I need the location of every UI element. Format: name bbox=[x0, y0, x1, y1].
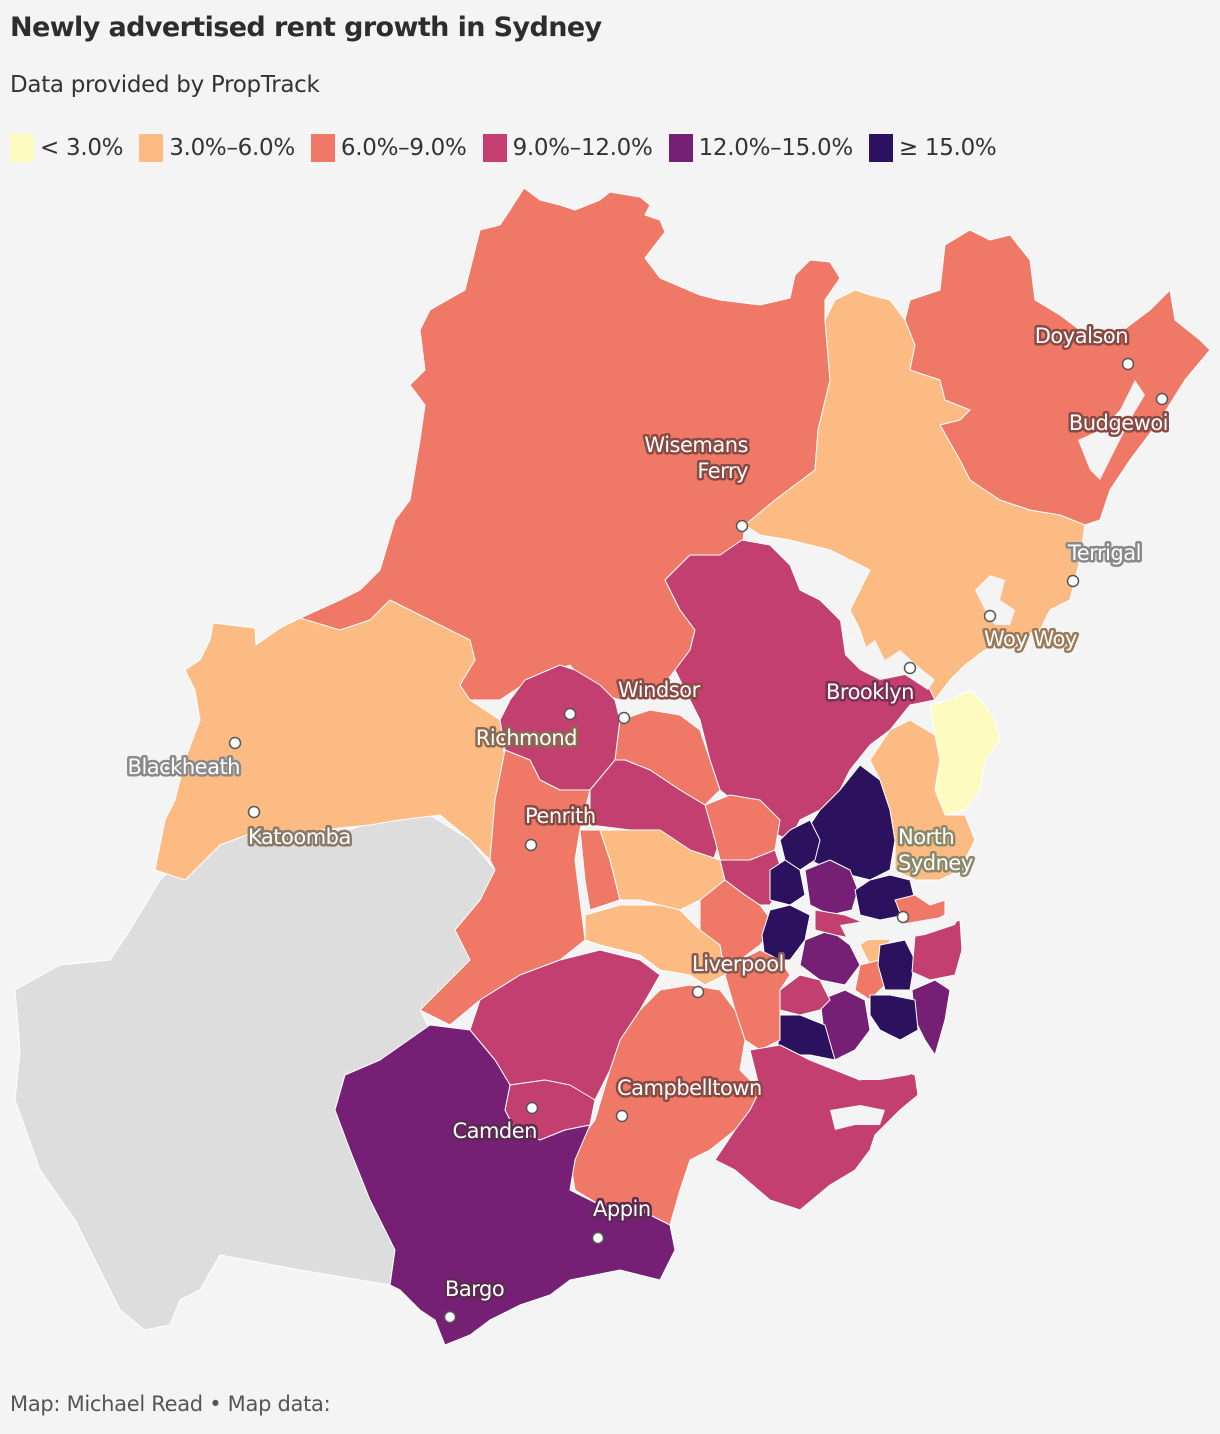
city-label: Terrigal bbox=[1067, 541, 1141, 565]
city-dot bbox=[896, 910, 910, 924]
region-randwick bbox=[911, 979, 951, 1056]
region-hunters-hill bbox=[804, 859, 859, 916]
legend-label: ≥ 15.0% bbox=[898, 135, 997, 161]
region-wyong bbox=[904, 229, 1211, 526]
region-epping bbox=[779, 819, 821, 871]
region-seven-hills bbox=[719, 849, 786, 906]
legend-label: 12.0%–15.0% bbox=[698, 135, 854, 161]
region-fairfield bbox=[584, 904, 726, 986]
legend-label: 6.0%–9.0% bbox=[340, 135, 467, 161]
city-label: Appin bbox=[593, 1197, 651, 1221]
city-label: Campbelltown bbox=[617, 1076, 762, 1100]
water-botany-bay bbox=[845, 1040, 915, 1080]
water-port-hacking bbox=[830, 1105, 885, 1130]
region-pittwater bbox=[929, 689, 1001, 816]
city-label: Doyalson bbox=[1035, 324, 1128, 348]
city-dot bbox=[247, 805, 261, 819]
region-sutherland bbox=[714, 1044, 919, 1211]
city-dot bbox=[903, 661, 917, 675]
footer-credit: Map: Michael Read • Map data: bbox=[10, 1392, 331, 1416]
city-label: Budgewoi bbox=[1069, 411, 1168, 435]
city-markers: Doyalson Budgewoi Wisemans Ferry Terrigal Woy… bbox=[125, 322, 1171, 1324]
city-dot bbox=[1155, 392, 1169, 406]
legend-swatch bbox=[310, 134, 335, 162]
legend-item: 12.0%–15.0% bbox=[668, 134, 854, 162]
city-dot bbox=[735, 519, 749, 533]
city-dot bbox=[524, 838, 538, 852]
city-label: Penrith bbox=[525, 804, 596, 828]
city-dot bbox=[983, 609, 997, 623]
city-label: Wisemans Ferry bbox=[644, 433, 748, 483]
water-brisbane-water bbox=[975, 575, 1015, 625]
region-parramatta-west bbox=[769, 859, 806, 906]
city-label: Windsor bbox=[618, 678, 701, 702]
city-label: North Sydney bbox=[898, 825, 973, 875]
legend-swatch bbox=[668, 134, 693, 162]
city-label: Brooklyn bbox=[826, 680, 914, 704]
city-dot bbox=[615, 1109, 629, 1123]
region-botany bbox=[869, 994, 919, 1041]
region-sydney-east bbox=[877, 939, 916, 991]
legend-item: 6.0%–9.0% bbox=[310, 134, 467, 162]
city-label: Camden bbox=[452, 1119, 537, 1143]
city-dot bbox=[617, 711, 631, 725]
legend-swatch bbox=[139, 134, 164, 162]
water-tuggerah-lake bbox=[1078, 380, 1145, 480]
region-blacktown bbox=[599, 829, 726, 911]
legend-item: < 3.0% bbox=[10, 134, 124, 162]
city-dot bbox=[228, 736, 242, 750]
city-dot bbox=[591, 1231, 605, 1245]
city-label: Katoomba bbox=[248, 825, 351, 849]
city-label: Bargo bbox=[445, 1277, 504, 1301]
city-dot bbox=[1066, 574, 1080, 588]
legend-swatch bbox=[10, 134, 34, 162]
city-dot bbox=[443, 1310, 457, 1324]
city-label: Richmond bbox=[476, 726, 577, 750]
legend-item: 9.0%–12.0% bbox=[482, 134, 653, 162]
region-bankstown bbox=[779, 974, 831, 1016]
city-dot bbox=[563, 707, 577, 721]
legend-label: 3.0%–6.0% bbox=[169, 135, 295, 161]
legend-item: 3.0%–6.0% bbox=[139, 134, 295, 162]
city-label: Blackheath bbox=[128, 755, 240, 779]
legend-label: 9.0%–12.0% bbox=[512, 135, 653, 161]
legend-item: ≥ 15.0% bbox=[868, 134, 997, 162]
region-marrickville bbox=[854, 959, 886, 1001]
city-dot bbox=[525, 1101, 539, 1115]
city-label: Woy Woy bbox=[984, 627, 1077, 651]
legend-swatch bbox=[482, 134, 507, 162]
page-subtitle: Data provided by PropTrack bbox=[10, 72, 320, 98]
region-auburn bbox=[761, 904, 811, 961]
city-dot bbox=[691, 985, 705, 999]
legend: < 3.0% 3.0%–6.0% 6.0%–9.0% 9.0%–12.0% 12… bbox=[10, 134, 1012, 162]
water-sydney-harbour bbox=[840, 915, 960, 945]
legend-label: < 3.0% bbox=[40, 135, 124, 161]
legend-swatch bbox=[868, 134, 893, 162]
region-warringah bbox=[869, 719, 976, 881]
region-wollondilly bbox=[334, 1024, 676, 1346]
city-label: Liverpool bbox=[692, 952, 784, 976]
page-title: Newly advertised rent growth in Sydney bbox=[10, 12, 602, 43]
city-dot bbox=[1121, 357, 1135, 371]
